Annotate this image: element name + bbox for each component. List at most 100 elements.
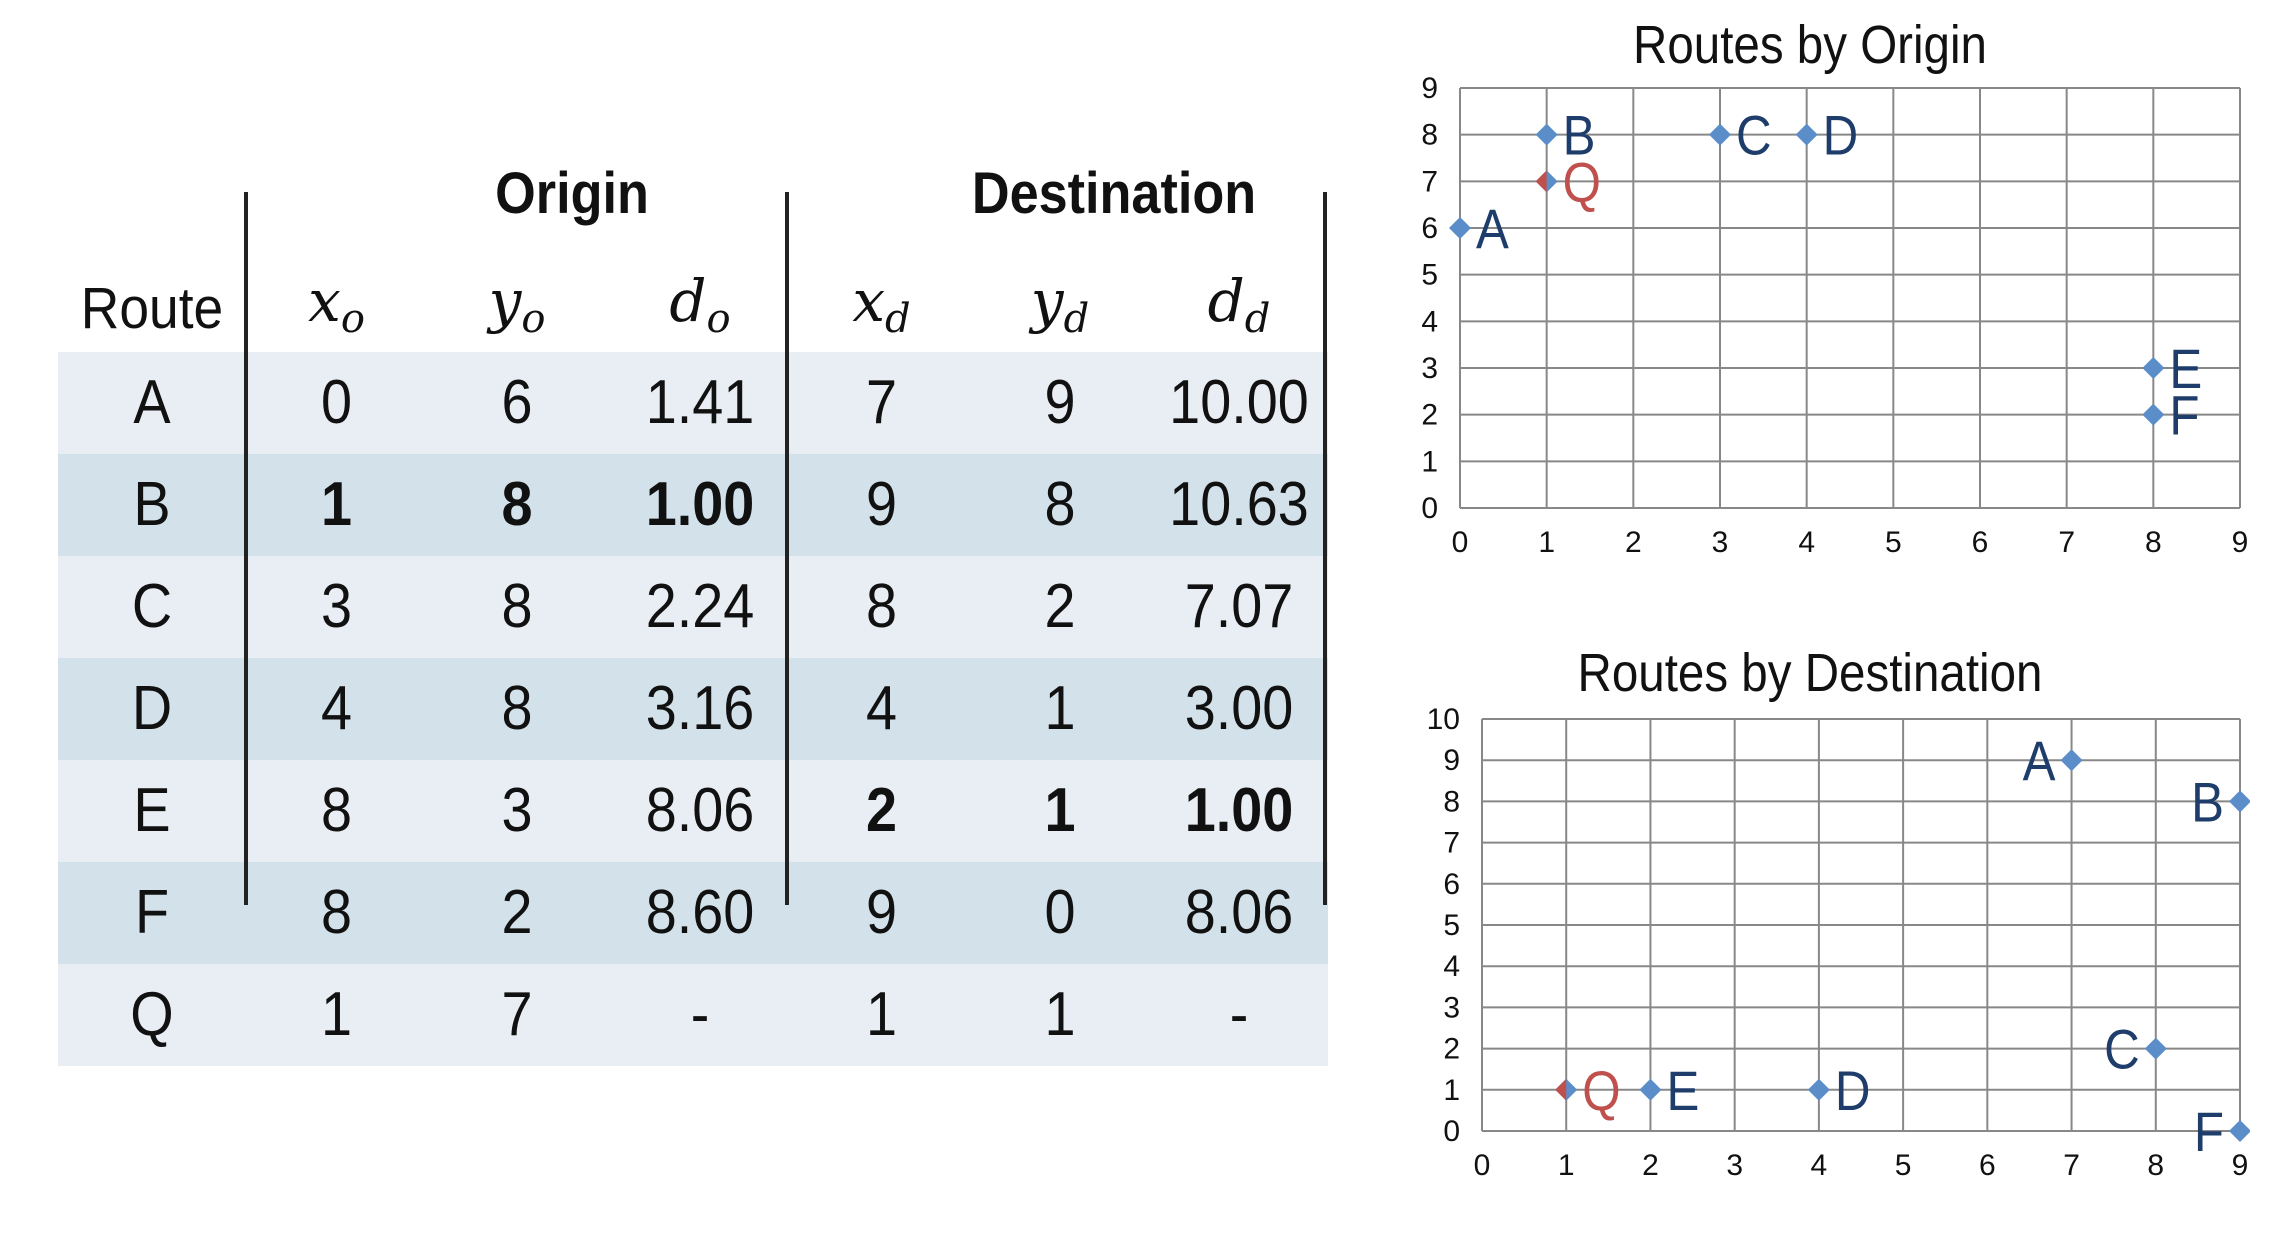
y-tick-label: 9 xyxy=(1421,72,1438,105)
x-tick-label: 9 xyxy=(2232,526,2249,559)
data-label-f: F xyxy=(2194,1101,2224,1164)
table-cell-yo: 8 xyxy=(501,674,533,743)
data-label-b: B xyxy=(1563,105,1596,168)
table-row: F 8 2 8.60 9 0 8.06 xyxy=(58,862,1328,964)
table-cell-xd: 9 xyxy=(865,878,898,947)
x-tick-label: 3 xyxy=(1726,1149,1743,1182)
y-tick-label: 5 xyxy=(1421,259,1438,292)
x-tick-label: 8 xyxy=(2145,526,2162,559)
table-cell-xo: 8 xyxy=(320,878,353,947)
y-tick-label: 2 xyxy=(1421,399,1438,432)
table-cell-yo: 2 xyxy=(501,878,533,947)
y-tick-label: 10 xyxy=(1427,703,1460,736)
y-tick-label: 1 xyxy=(1443,1074,1460,1107)
table-cell-route: B xyxy=(133,470,171,539)
data-point-a xyxy=(2060,749,2083,772)
x-tick-label: 7 xyxy=(2063,1149,2080,1182)
table-cell-yd: 1 xyxy=(1044,776,1076,845)
table-cell-do: 8.60 xyxy=(645,878,755,947)
table-cell-route: F xyxy=(134,878,170,947)
table-cell-xo: 0 xyxy=(320,368,353,437)
data-label-e: E xyxy=(1666,1060,1699,1123)
table-cell-do: - xyxy=(690,980,710,1049)
data-label-c: C xyxy=(1736,105,1772,168)
table-cell-xo: 8 xyxy=(320,776,353,845)
table-row: Q 1 7 - 1 1 - xyxy=(58,964,1328,1066)
data-point-e xyxy=(2142,357,2165,379)
column-header-subscript: o xyxy=(706,296,731,342)
y-tick-label: 4 xyxy=(1443,950,1460,983)
table-row: D 4 8 3.16 4 1 3.00 xyxy=(58,658,1328,760)
x-tick-label: 4 xyxy=(1811,1149,1828,1182)
column-header-yo: yo xyxy=(427,267,607,342)
group-header-row: Origin Destination xyxy=(58,160,1328,260)
table-cell-do: 2.24 xyxy=(645,572,755,641)
data-label-f: F xyxy=(2169,385,2199,448)
y-tick-label: 3 xyxy=(1421,352,1438,385)
table-row: E 8 3 8.06 2 1 1.00 xyxy=(58,760,1328,862)
table-cell-route: A xyxy=(133,368,171,437)
column-header-route: Route xyxy=(80,276,224,341)
y-tick-label: 3 xyxy=(1443,991,1460,1024)
column-header-subscript: d xyxy=(1063,296,1090,342)
data-label-a: A xyxy=(2023,730,2057,793)
x-tick-label: 3 xyxy=(1712,526,1729,559)
x-tick-label: 5 xyxy=(1885,526,1902,559)
query-point-marker xyxy=(1555,1078,1567,1101)
table-cell-dd: 10.00 xyxy=(1169,368,1309,437)
table-cell-xd: 9 xyxy=(865,470,898,539)
y-tick-label: 5 xyxy=(1443,909,1460,942)
table-cell-yo: 6 xyxy=(501,368,533,437)
data-point-b xyxy=(2229,790,2250,813)
origin-group-header: Origin xyxy=(495,161,649,226)
table-cell-xd: 8 xyxy=(865,572,898,641)
x-tick-label: 6 xyxy=(1979,1149,1996,1182)
table-cell-dd: 10.63 xyxy=(1169,470,1309,539)
table-cell-dd: 1.00 xyxy=(1184,776,1294,845)
table-row: B 1 8 1.00 9 8 10.63 xyxy=(58,454,1328,556)
table-cell-do: 1.00 xyxy=(645,470,755,539)
table-cell-yd: 1 xyxy=(1044,674,1076,743)
column-header-yd: yd xyxy=(970,267,1150,342)
data-label-q: Q xyxy=(1563,151,1601,214)
column-header-xo: xo xyxy=(246,267,427,342)
origin-scatter-plot: 0 1 2 3 4 5 6 7 8 9 0 1 2 3 4 5 6 7 8 9 AB C D EF Q xyxy=(1421,72,2249,559)
table-cell-dd: 7.07 xyxy=(1184,572,1294,641)
data-point-c xyxy=(1709,123,1731,146)
table-cell-xd: 2 xyxy=(865,776,898,845)
y-tick-label: 1 xyxy=(1421,445,1438,478)
x-tick-label: 4 xyxy=(1798,526,1815,559)
table-row: C 3 8 2.24 8 2 7.07 xyxy=(58,556,1328,658)
table-cell-route: E xyxy=(133,776,171,845)
data-point-d xyxy=(1795,123,1818,146)
table-cell-do: 3.16 xyxy=(645,674,755,743)
route-column-divider xyxy=(244,192,248,905)
column-header-symbol: y xyxy=(1030,266,1064,335)
table-cell-route: D xyxy=(131,674,173,743)
table-cell-xd: 1 xyxy=(865,980,898,1049)
origin-destination-divider xyxy=(785,192,789,905)
data-label-q: Q xyxy=(1582,1060,1620,1123)
table-cell-yo: 8 xyxy=(501,470,533,539)
table-cell-yo: 7 xyxy=(501,980,533,1049)
plot-grid xyxy=(1459,87,2241,509)
table-cell-yd: 0 xyxy=(1044,878,1076,947)
column-header-symbol: d xyxy=(669,266,707,335)
x-tick-label: 7 xyxy=(2058,526,2075,559)
data-label-d: D xyxy=(1823,105,1859,168)
data-point-b xyxy=(1535,123,1558,146)
column-header-symbol: y xyxy=(488,266,522,335)
y-tick-label: 8 xyxy=(1443,785,1460,818)
column-header-row: Route xo yo do xd yd dd xyxy=(58,260,1328,352)
table-cell-xo: 4 xyxy=(320,674,353,743)
chart-title: Routes by Origin xyxy=(1633,15,1987,75)
x-tick-label: 1 xyxy=(1538,526,1555,559)
data-point-a xyxy=(1449,217,1471,239)
table-cell-yd: 2 xyxy=(1044,572,1076,641)
y-tick-label: 0 xyxy=(1443,1115,1460,1148)
plot-grid xyxy=(1481,718,2241,1132)
table-cell-dd: 8.06 xyxy=(1184,878,1294,947)
data-point-d xyxy=(1807,1078,1830,1101)
